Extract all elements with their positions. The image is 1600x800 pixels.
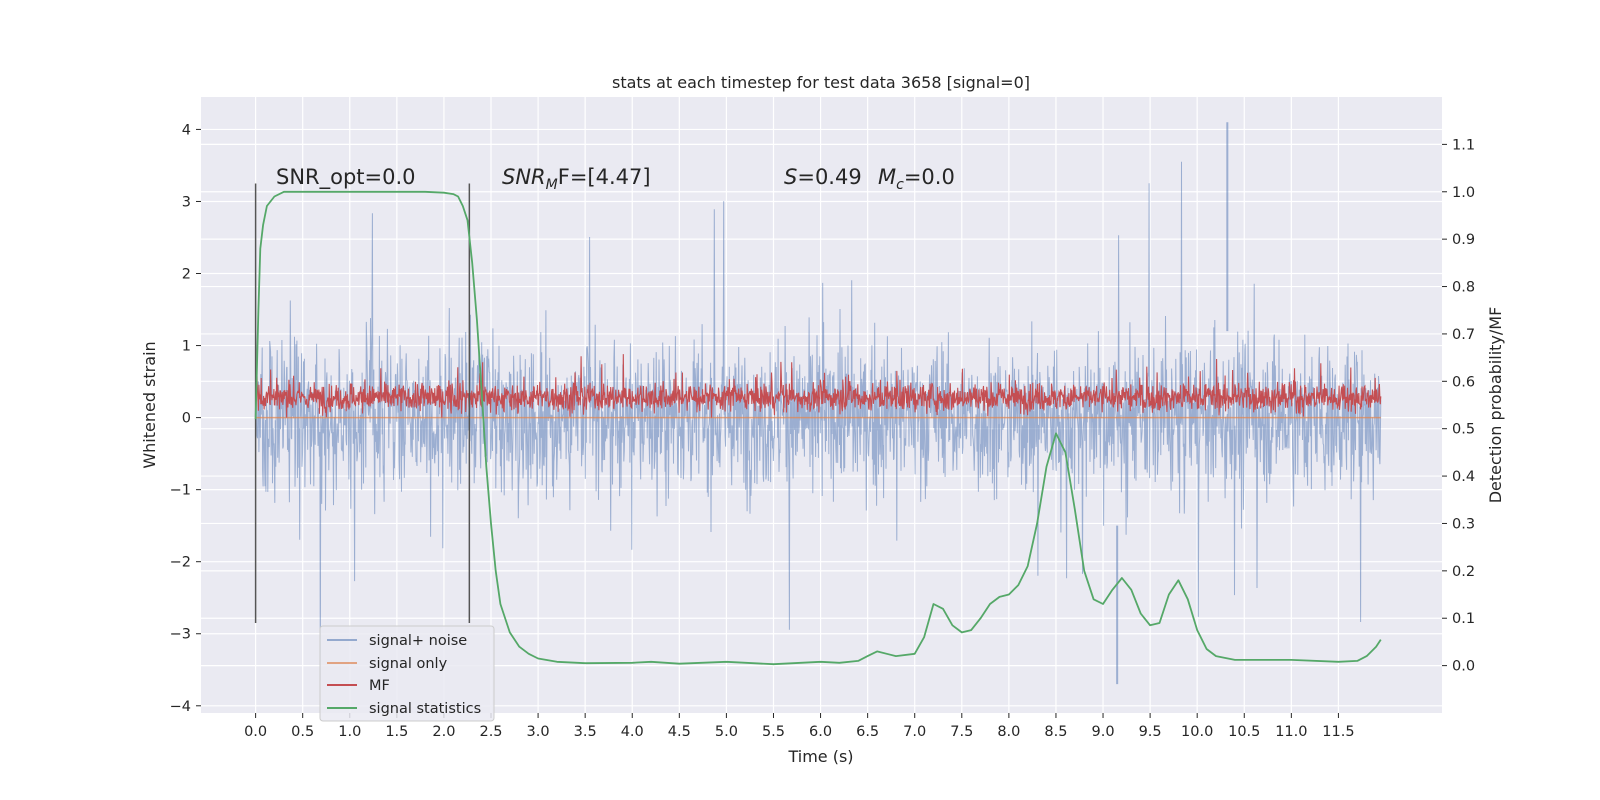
x-tick-label: 10.0: [1181, 724, 1213, 740]
x-ticks: 0.0 0.5 1.0 1.5 2.0 2.5 3.0 3.5 4.0 4.5 5.0 5.5 6.0 6…: [244, 713, 1355, 740]
series-signal-noise-line: [255, 161, 1382, 681]
chart-title: stats at each timestep for test data 365…: [612, 73, 1030, 92]
x-tick-label: 1.0: [338, 724, 361, 740]
annotation-s-value: =0.49: [797, 165, 861, 189]
x-tick-label: 4.5: [668, 724, 691, 740]
x-tick-label: 1.5: [385, 724, 408, 740]
annotation-mc-sub: c: [896, 177, 904, 193]
y-axis-label-right: Detection probability/MF: [1486, 307, 1505, 504]
y-tick-label-right: 1.1: [1452, 137, 1475, 153]
x-tick-label: 3.0: [527, 724, 550, 740]
annotation-snr-mf-value: F=[4.47]: [558, 165, 651, 189]
annotation-s: S=0.49: [784, 165, 862, 189]
annotation-mc: Mc=0.0: [878, 165, 955, 193]
y-tick-label-right: 1.0: [1452, 185, 1475, 201]
x-tick-label: 9.0: [1092, 724, 1115, 740]
x-tick-label: 3.5: [574, 724, 597, 740]
x-tick-label: 0.0: [244, 724, 267, 740]
y-tick-label-right: 0.8: [1452, 280, 1475, 296]
y-tick-label-right: 0.1: [1452, 611, 1475, 627]
x-tick-label: 4.0: [621, 724, 644, 740]
annotation-snr-mf-sub: M: [546, 177, 558, 193]
x-tick-label: 11.5: [1322, 724, 1354, 740]
series-layer: [254, 122, 1382, 685]
series-signal-statistics-line: [254, 190, 1382, 666]
legend-box: [319, 625, 495, 722]
x-tick-label: 10.5: [1228, 724, 1260, 740]
x-tick-label: 8.5: [1044, 724, 1067, 740]
x-tick-label: 5.5: [762, 724, 785, 740]
annotation-mc-value: =0.0: [904, 165, 955, 189]
y-tick-label-right: 0.9: [1452, 232, 1475, 248]
y-tick-label-left: −4: [170, 699, 191, 715]
x-tick-label: 0.5: [291, 724, 314, 740]
y-ticks-right: 0.0 0.1 0.2 0.3 0.4 0.5 0.6 0.7 0.8 0.9 1.0 1.1: [1442, 137, 1475, 675]
y-tick-label-right: 0.7: [1452, 327, 1475, 343]
y-axis-label-left: Whitened strain: [140, 341, 159, 468]
x-tick-label: 2.5: [479, 724, 502, 740]
y-tick-label-left: 1: [182, 339, 191, 355]
y-tick-label-right: 0.5: [1452, 422, 1475, 438]
y-tick-label-left: 3: [182, 194, 191, 210]
y-tick-label-left: 4: [182, 122, 191, 138]
annotation-mc-name: M: [878, 165, 896, 189]
y-tick-label-left: 2: [182, 267, 191, 283]
legend: signal+ noise signal only MF signal stat…: [319, 625, 495, 722]
y-tick-label-right: 0.6: [1452, 374, 1475, 390]
x-tick-label: 6.5: [856, 724, 879, 740]
legend-label-signal-noise: signal+ noise: [369, 633, 467, 649]
y-tick-label-left: 0: [182, 411, 191, 427]
x-axis-label: Time (s): [787, 747, 853, 766]
x-tick-label: 2.0: [432, 724, 455, 740]
legend-label-signal-statistics: signal statistics: [369, 701, 481, 717]
legend-label-mf: MF: [369, 678, 390, 694]
annotation-s-name: S: [784, 165, 797, 189]
x-tick-label: 11.0: [1275, 724, 1307, 740]
y-tick-label-right: 0.0: [1452, 659, 1475, 675]
x-tick-label: 8.0: [997, 724, 1020, 740]
y-tick-label-right: 0.3: [1452, 516, 1475, 532]
y-tick-label-right: 0.4: [1452, 469, 1475, 485]
y-tick-label-left: −3: [170, 627, 191, 643]
x-tick-label: 6.0: [809, 724, 832, 740]
x-tick-label: 9.5: [1139, 724, 1162, 740]
x-tick-label: 7.0: [903, 724, 926, 740]
series-mf-line: [255, 354, 1382, 418]
x-tick-label: 7.5: [950, 724, 973, 740]
y-tick-label-left: −1: [170, 483, 191, 499]
legend-label-signal-only: signal only: [369, 656, 448, 672]
annotation-snr-mf: SNRMF=[4.47]: [502, 165, 651, 193]
x-tick-label: 5.0: [715, 724, 738, 740]
y-tick-label-left: −2: [170, 555, 191, 571]
annotation-snr-mf-name: SNR: [502, 165, 546, 189]
annotation-snr-opt: SNR_opt=0.0: [276, 165, 416, 190]
y-ticks-left: −4 −3 −2 −1 0 1 2 3 4: [170, 122, 201, 715]
y-tick-label-right: 0.2: [1452, 564, 1475, 580]
